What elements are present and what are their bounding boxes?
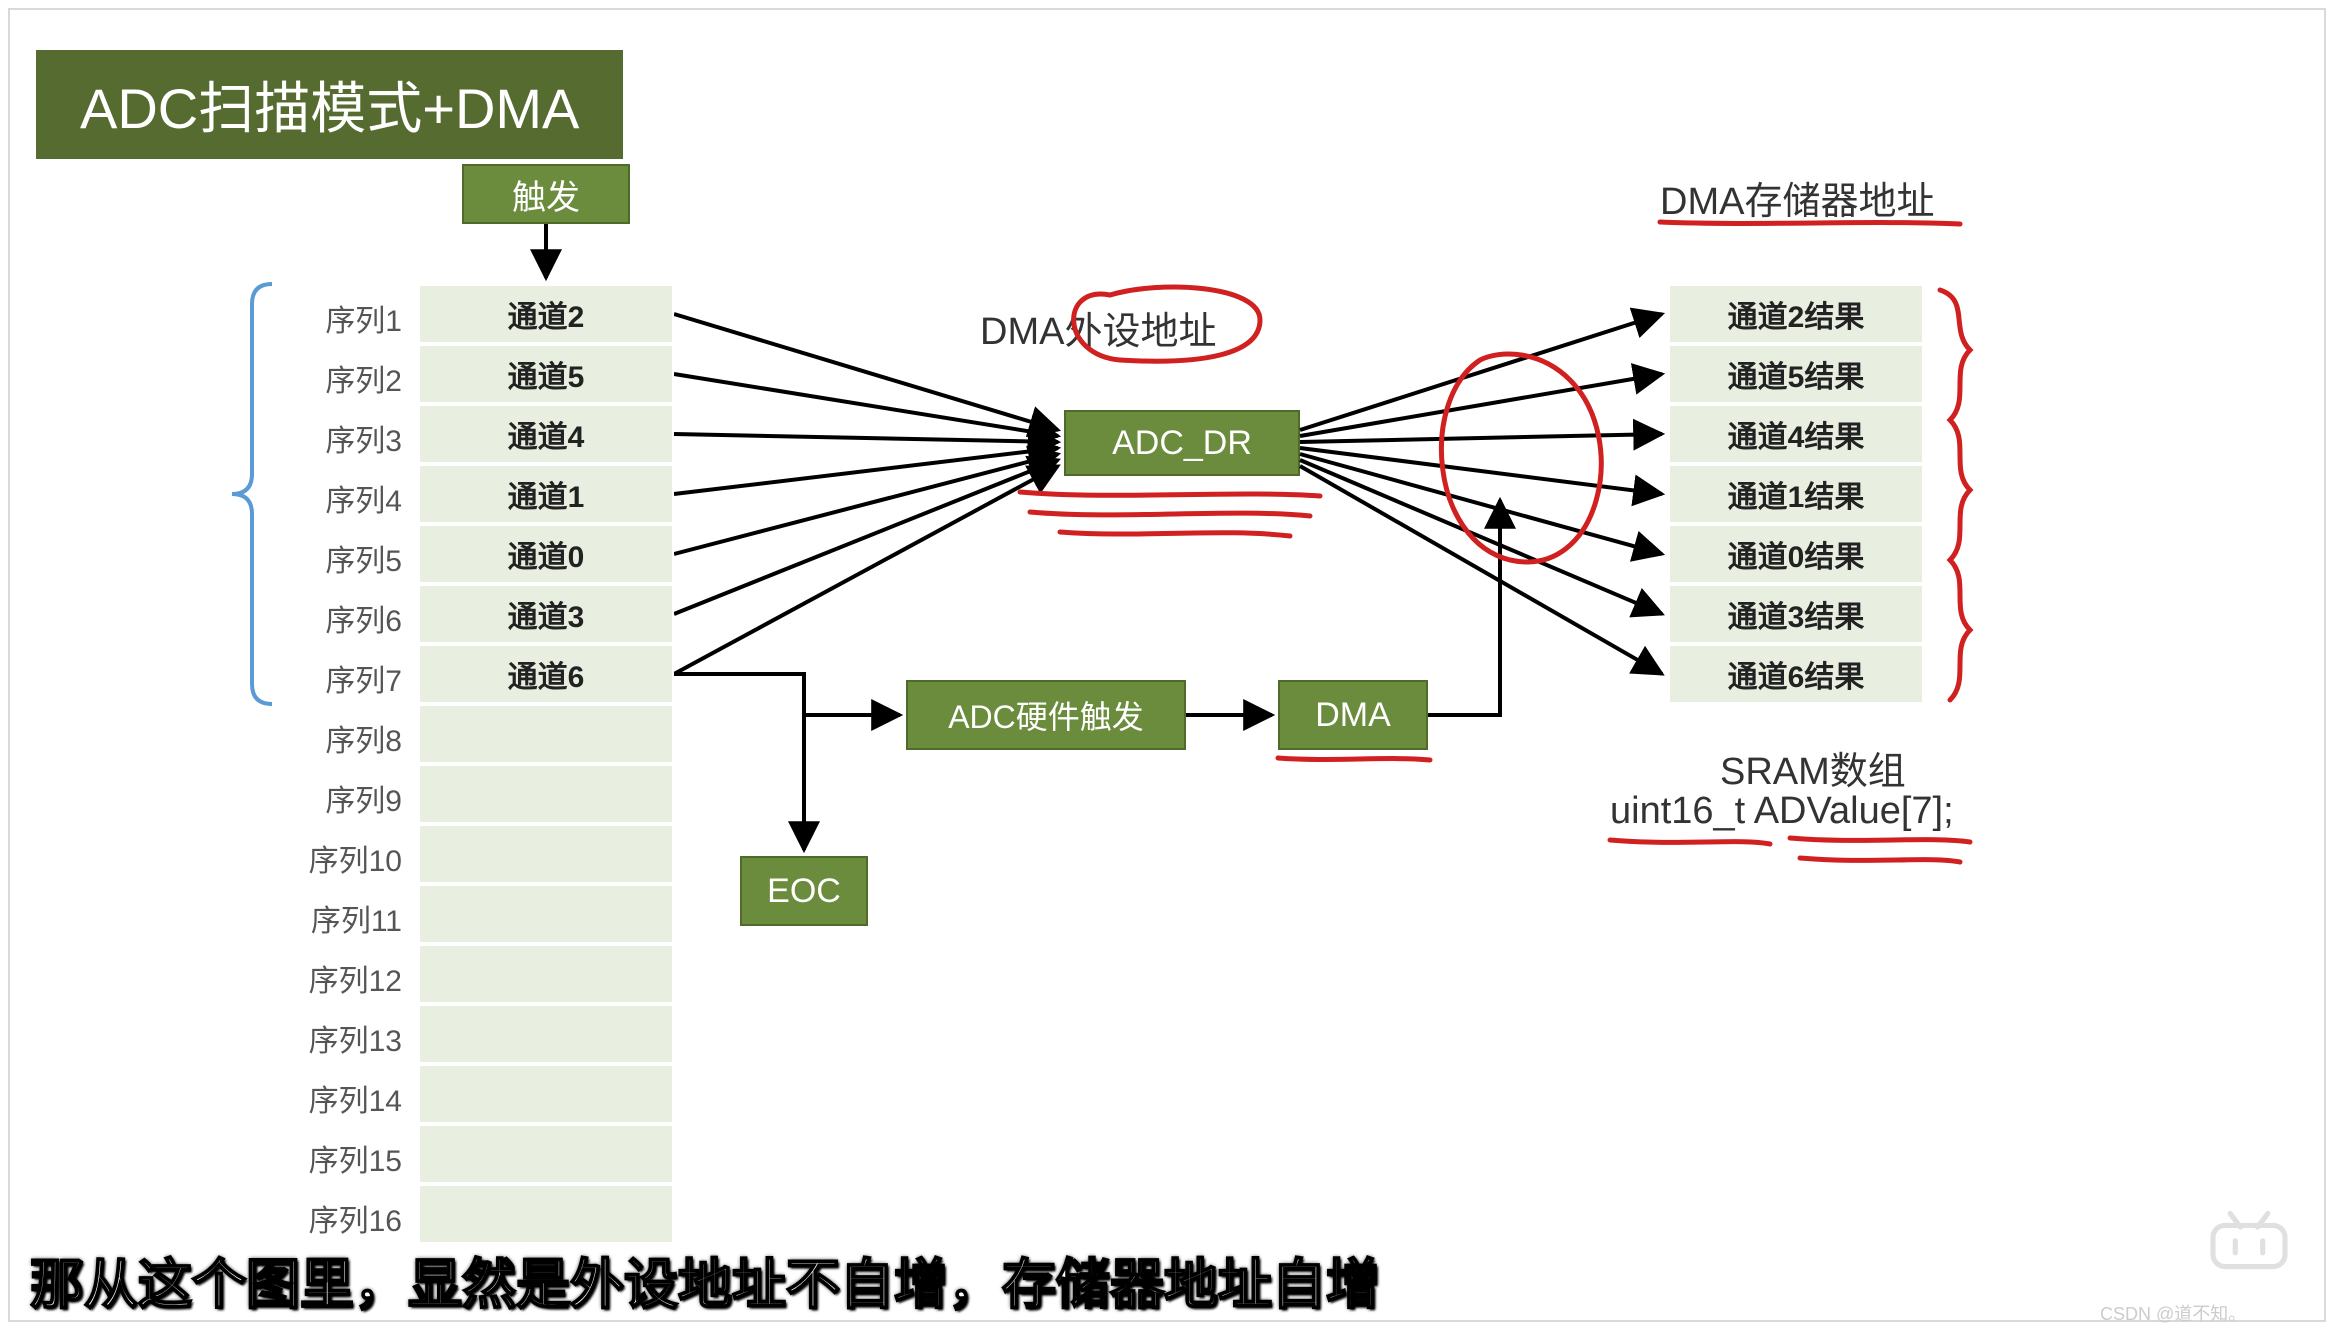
result-cell: 通道0结果	[1668, 524, 1924, 584]
watermark: CSDN @道不知。	[2100, 1300, 2246, 1326]
sequence-label: 序列16	[282, 1196, 402, 1240]
sequence-label: 序列11	[282, 896, 402, 940]
sequence-label: 序列2	[282, 356, 402, 400]
channel-cell	[418, 1064, 674, 1124]
video-platform-icon	[2204, 1210, 2294, 1270]
channel-cell	[418, 1184, 674, 1244]
sequence-label: 序列1	[282, 296, 402, 340]
channel-cell	[418, 1124, 674, 1184]
dma-box: DMA	[1278, 680, 1428, 750]
channel-cell	[418, 704, 674, 764]
sequence-label: 序列3	[282, 416, 402, 460]
result-cell: 通道4结果	[1668, 404, 1924, 464]
sequence-label: 序列4	[282, 476, 402, 520]
result-cell: 通道5结果	[1668, 344, 1924, 404]
result-cell: 通道1结果	[1668, 464, 1924, 524]
adc-hw-trigger-box: ADC硬件触发	[906, 680, 1186, 750]
subtitle-caption: 那从这个图里，显然是外设地址不自增，存储器地址自增	[30, 1240, 1380, 1319]
sequence-label: 序列9	[282, 776, 402, 820]
channel-cell	[418, 944, 674, 1004]
channel-cell: 通道0	[418, 524, 674, 584]
channel-cell: 通道3	[418, 584, 674, 644]
sequence-label: 序列14	[282, 1076, 402, 1120]
channel-cell	[418, 764, 674, 824]
sram-label-1: SRAM数组	[1720, 740, 1906, 795]
sequence-label: 序列5	[282, 536, 402, 580]
adc-dr-box: ADC_DR	[1064, 410, 1300, 476]
channel-cell: 通道5	[418, 344, 674, 404]
channel-cell	[418, 824, 674, 884]
sequence-label: 序列13	[282, 1016, 402, 1060]
page-title: ADC扫描模式+DMA	[36, 50, 623, 159]
result-cell: 通道3结果	[1668, 584, 1924, 644]
sequence-label: 序列6	[282, 596, 402, 640]
result-cell: 通道2结果	[1668, 284, 1924, 344]
sequence-label: 序列8	[282, 716, 402, 760]
result-cell: 通道6结果	[1668, 644, 1924, 704]
dma-periph-addr-label: DMA外设地址	[980, 300, 1216, 355]
channel-cell: 通道6	[418, 644, 674, 704]
sequence-label: 序列7	[282, 656, 402, 700]
channel-cell: 通道4	[418, 404, 674, 464]
channel-cell: 通道2	[418, 284, 674, 344]
channel-cell	[418, 1004, 674, 1064]
sequence-label: 序列12	[282, 956, 402, 1000]
sequence-label: 序列10	[282, 836, 402, 880]
sequence-label: 序列15	[282, 1136, 402, 1180]
trigger-box: 触发	[462, 164, 630, 224]
channel-cell	[418, 884, 674, 944]
dma-mem-addr-label: DMA存储器地址	[1660, 170, 1934, 225]
sram-label-2: uint16_t ADValue[7];	[1610, 790, 1954, 833]
channel-cell: 通道1	[418, 464, 674, 524]
eoc-box: EOC	[740, 856, 868, 926]
